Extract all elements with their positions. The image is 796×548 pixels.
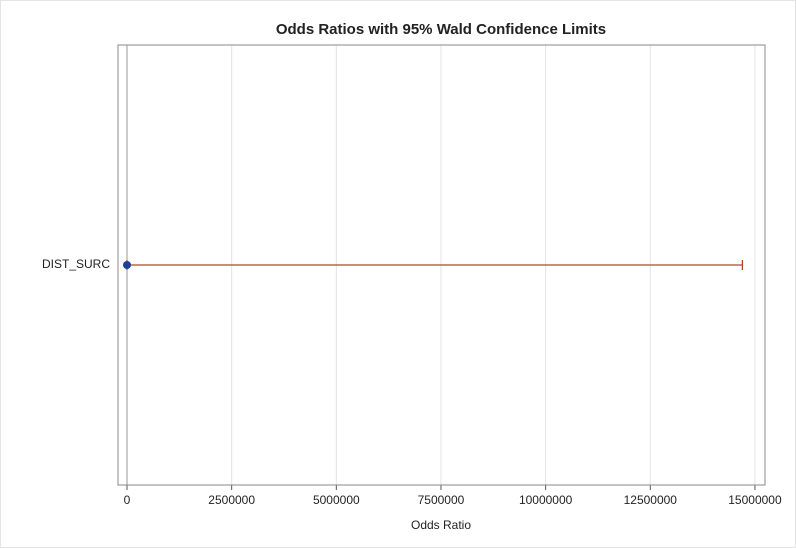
chart-title: Odds Ratios with 95% Wald Confidence Lim… [276,21,606,38]
x-tick-label: 7500000 [418,493,465,507]
x-axis-label: Odds Ratio [411,518,471,532]
x-tick-label: 0 [124,493,131,507]
x-tick-label: 5000000 [313,493,360,507]
x-tick-label: 15000000 [728,493,782,507]
point-estimate [123,261,132,269]
plot-frame [117,44,766,486]
x-tick-label: 10000000 [519,493,573,507]
x-tick-label: 12500000 [624,493,678,507]
x-tick-label: 2500000 [208,493,255,507]
y-tick-label: DIST_SURC [42,257,110,271]
